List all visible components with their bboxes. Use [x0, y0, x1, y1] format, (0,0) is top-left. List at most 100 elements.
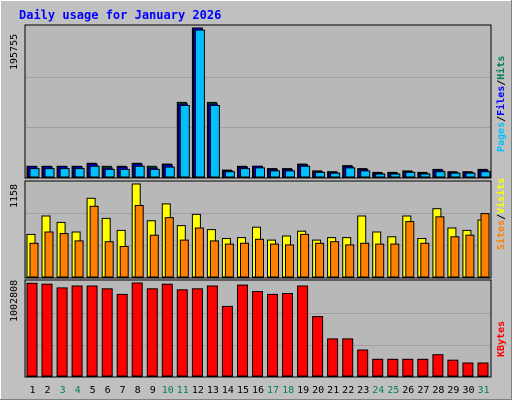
bar-sites-day-10 [164, 217, 174, 278]
bar-kbytes-day-17 [267, 293, 278, 377]
bar-sites-day-31 [480, 213, 490, 278]
bar-sites-day-17 [270, 243, 279, 278]
bar-pages-day-27 [420, 173, 431, 178]
bar-sites-day-15 [240, 242, 249, 278]
panel-2-legend-text: Sites/Visits [495, 178, 507, 250]
bar-pages-day-14 [224, 171, 235, 178]
x-label-day-23: 23 [357, 385, 369, 396]
bar-sites-day-22 [345, 244, 355, 278]
bar-sites-day-28 [435, 216, 445, 278]
bar-pages-day-22 [345, 167, 356, 178]
panel-1-bars [26, 27, 491, 178]
bar-kbytes-day-30 [462, 362, 474, 377]
bar-kbytes-day-21 [327, 338, 339, 377]
bar-kbytes-day-20 [312, 316, 324, 377]
legend-entry: Pages [496, 122, 507, 152]
x-label-day-16: 16 [252, 385, 264, 396]
bar-sites-day-16 [255, 238, 264, 278]
panel-1-ymax-label: 195755 [9, 34, 20, 70]
bar-pages-day-10 [164, 166, 175, 178]
x-label-day-5: 5 [90, 385, 96, 396]
x-label-day-27: 27 [417, 385, 429, 396]
bar-sites-day-11 [179, 239, 189, 278]
bar-sites-day-6 [104, 241, 114, 278]
bar-pages-day-2 [44, 168, 55, 178]
bar-kbytes-day-27 [417, 358, 429, 377]
bar-pages-day-23 [360, 170, 371, 178]
bar-kbytes-day-31 [477, 362, 489, 377]
bar-kbytes-day-2 [41, 283, 53, 377]
x-label-day-2: 2 [44, 385, 50, 396]
bar-pages-day-28 [435, 171, 446, 178]
bar-kbytes-day-13 [206, 285, 218, 377]
x-label-day-19: 19 [297, 385, 309, 396]
bar-kbytes-day-23 [357, 349, 369, 377]
x-label-day-29: 29 [447, 385, 459, 396]
bar-sites-day-14 [224, 243, 234, 278]
bar-pages-day-17 [270, 170, 280, 178]
bar-kbytes-day-6 [101, 288, 113, 377]
x-label-day-6: 6 [105, 385, 111, 396]
bar-sites-day-21 [330, 241, 340, 278]
panel-2-ymax-label: 1158 [9, 184, 20, 208]
panel-3-legend: KBytes [496, 321, 507, 357]
x-label-day-21: 21 [327, 385, 339, 396]
panel-1-plot-area [24, 24, 492, 179]
bar-kbytes-day-28 [432, 354, 444, 377]
bar-sites-day-19 [300, 233, 310, 278]
x-label-day-30: 30 [462, 385, 474, 396]
x-label-day-25: 25 [387, 385, 399, 396]
bar-pages-day-1 [29, 168, 40, 178]
bar-kbytes-day-11 [176, 289, 188, 377]
bar-kbytes-day-22 [342, 338, 354, 377]
x-label-day-3: 3 [60, 385, 66, 396]
x-label-day-18: 18 [282, 385, 294, 396]
x-label-day-10: 10 [162, 385, 174, 396]
bar-kbytes-day-5 [86, 285, 98, 377]
bar-pages-day-26 [405, 171, 416, 178]
x-label-day-24: 24 [372, 385, 384, 396]
x-label-day-15: 15 [237, 385, 249, 396]
x-label-day-13: 13 [207, 385, 219, 396]
x-label-day-4: 4 [75, 385, 81, 396]
bar-pages-day-5 [89, 165, 100, 178]
bar-kbytes-day-12 [191, 288, 203, 377]
legend-entry: Hits [495, 56, 507, 80]
bar-sites-day-2 [44, 231, 54, 278]
bar-pages-day-7 [119, 168, 130, 178]
bar-pages-day-25 [390, 173, 401, 178]
x-label-day-20: 20 [312, 385, 324, 396]
bar-kbytes-day-9 [146, 288, 158, 377]
bar-kbytes-day-15 [237, 284, 248, 377]
bar-pages-day-19 [300, 165, 311, 178]
bar-sites-day-13 [209, 240, 219, 278]
bar-sites-day-9 [149, 234, 159, 278]
x-label-day-1: 1 [29, 385, 35, 396]
x-label-day-31: 31 [477, 385, 489, 396]
panel-3-bars [26, 282, 489, 377]
bar-pages-day-16 [255, 167, 265, 178]
panel-2-bars [26, 183, 490, 278]
panel-hits-files-pages: 195755 Pages/Files/Hits [9, 24, 507, 179]
bar-pages-day-11 [179, 105, 190, 178]
bar-kbytes-day-25 [387, 358, 399, 377]
bar-sites-day-7 [119, 246, 129, 278]
bar-kbytes-day-19 [297, 285, 309, 377]
bar-sites-day-18 [285, 244, 294, 278]
panel-1-legend: Pages/Files/Hits [495, 56, 507, 152]
bar-pages-day-21 [330, 172, 341, 178]
bar-kbytes-day-3 [56, 287, 68, 377]
bar-pages-day-4 [74, 168, 85, 178]
x-label-day-14: 14 [222, 385, 234, 396]
bar-pages-day-9 [149, 168, 160, 178]
bar-pages-day-15 [240, 168, 250, 178]
bar-pages-day-3 [59, 168, 70, 178]
panel-3-legend-text: KBytes [496, 321, 507, 357]
bar-pages-day-13 [209, 105, 220, 178]
bar-pages-day-18 [285, 170, 295, 178]
legend-entry: Visits [495, 178, 507, 214]
bar-kbytes-day-1 [26, 282, 38, 377]
panel-1-gridlines [26, 77, 490, 128]
bar-pages-day-29 [450, 172, 461, 178]
